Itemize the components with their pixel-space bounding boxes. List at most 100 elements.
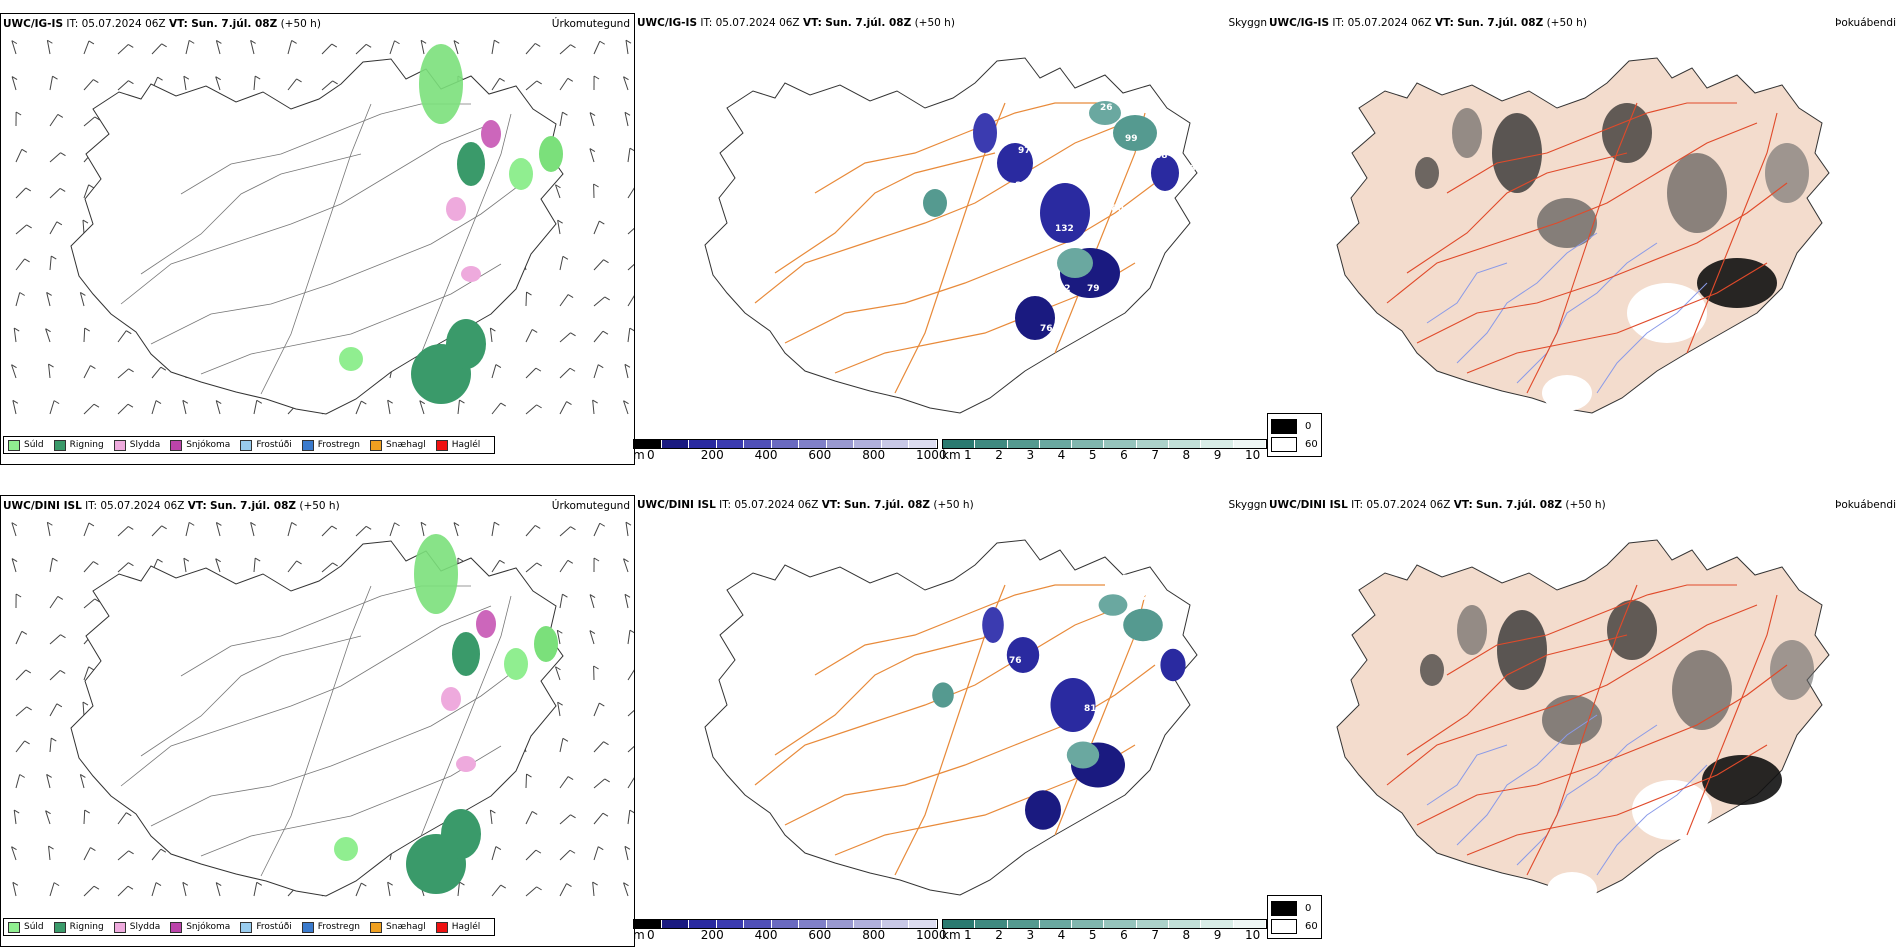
- legend-swatch: [435, 439, 448, 451]
- it-value: 05.07.2024 06Z: [81, 18, 166, 30]
- it-value: 05.07.2024 06Z: [734, 499, 819, 511]
- vt-label: VT:: [1434, 17, 1454, 29]
- cloud-base-label: 76: [1040, 324, 1053, 334]
- legend-swatch: [8, 439, 20, 451]
- fog-legend: 0 60: [1267, 413, 1322, 457]
- legend-label: Snæhagl: [386, 440, 426, 450]
- cloud-base-label: 99: [1125, 134, 1138, 144]
- colorbar-tick: 3: [1026, 448, 1035, 462]
- precip-map-top: [11, 39, 634, 415]
- cloud-base-label: 109: [1058, 665, 1077, 675]
- legend-swatch: [53, 439, 66, 451]
- cloud-base-label: 97: [1018, 146, 1031, 156]
- colorbar-tick: 9: [1213, 928, 1222, 942]
- fog-swatch-high: [1271, 436, 1297, 452]
- colorbar-strip: [633, 919, 938, 929]
- it-label: IT:: [66, 18, 79, 30]
- vt-value: Sun. 7.júl. 08Z: [191, 18, 278, 30]
- lead-time: (+50 h): [914, 17, 955, 29]
- cloud-base-label: 53: [1054, 752, 1067, 762]
- fog-map-top: [1336, 57, 1830, 414]
- colorbar-tick: 800: [862, 448, 886, 462]
- precip-legend-item: Frostúði: [240, 439, 292, 451]
- lead-time: (+50 h): [1565, 499, 1606, 511]
- precip-legend-item: Haglél: [435, 439, 480, 451]
- legend-swatch: [301, 921, 314, 933]
- legend-label: Frostregn: [317, 922, 361, 932]
- it-value: 05.07.2024 06Z: [715, 17, 800, 29]
- colorbar-strip: [942, 439, 1267, 449]
- colorbar-tick: 5: [1088, 448, 1097, 462]
- colorbar-tick: 0: [647, 928, 655, 942]
- cloud-panel-top: 26 99 68 76 87 81 180 132 97 69 118 12 79 87 104 90 76 U…: [635, 13, 1270, 465]
- precip-legend: Súld Rigning Slydda Snjókoma Frostúði Frostre…: [3, 436, 496, 454]
- legend-label: Súld: [24, 922, 44, 932]
- precip-title: Úrkomutegund: [551, 18, 630, 30]
- precip-legend-item: Snjókoma: [170, 439, 231, 451]
- colorbar-tick: 800: [862, 928, 886, 942]
- it-label: IT:: [719, 499, 732, 511]
- precip-map-bottom: [11, 521, 634, 897]
- vt-value: Sun. 7.júl. 08Z: [1457, 17, 1544, 29]
- colorbar-tick: 0: [647, 448, 655, 462]
- cloud-base-label: 90: [1185, 276, 1198, 286]
- cloud-panel-bottom: 88 202 188 104 103 76 109 81 79 53 UWC/DINI ISL I…: [635, 495, 1270, 947]
- colorbar-strip: [942, 919, 1267, 929]
- cloud-base-label: 132: [1055, 224, 1074, 234]
- legend-label: Slydda: [129, 440, 161, 450]
- precip-legend-item: Frostúði: [240, 921, 292, 933]
- lead-time: (+50 h): [280, 18, 321, 30]
- fog-panel-bottom: UWC/DINI ISL IT: 05.07.2024 06Z VT: Sun.…: [1267, 495, 1900, 947]
- cloud-base-label: 188: [1127, 593, 1146, 603]
- colorbar-tick: 200: [700, 448, 724, 462]
- cloud-title: Skyggni: [1228, 499, 1271, 511]
- cloud-base-label: 81: [1084, 704, 1097, 714]
- colorbar-tick: 400: [754, 928, 778, 942]
- legend-swatch: [301, 439, 314, 451]
- fog-legend: 0 60: [1267, 895, 1322, 939]
- model-name: UWC/DINI ISL: [637, 499, 716, 511]
- cloud-base-label: 81: [1027, 189, 1040, 199]
- colorbar-tick: 2: [995, 448, 1003, 462]
- vt-label: VT:: [168, 18, 188, 30]
- colorbar-unit: m: [633, 928, 645, 942]
- colorbar-tick: 1: [964, 448, 972, 462]
- it-value: 05.07.2024 06Z: [1366, 499, 1451, 511]
- colorbar-strip: [633, 439, 938, 449]
- cloud-base-label: 103: [957, 656, 976, 666]
- cloud-base-label: 87: [1015, 181, 1028, 191]
- colorbar-tick: 200: [700, 928, 724, 942]
- model-name: UWC/IG-IS: [3, 18, 64, 30]
- model-name: UWC/DINI ISL: [3, 500, 82, 512]
- precip-legend-item: Snjókoma: [170, 921, 230, 933]
- cloud-header-top: UWC/IG-IS IT: 05.07.2024 06Z VT: Sun. 7.…: [637, 17, 955, 29]
- it-label: IT:: [1332, 17, 1345, 29]
- cloud-base-label: 69: [993, 203, 1006, 213]
- colorbar-tick: 8: [1182, 448, 1191, 462]
- precip-legend-item: Frostregn: [301, 439, 360, 451]
- legend-swatch: [113, 921, 126, 933]
- it-value: 05.07.2024 06Z: [100, 500, 185, 512]
- visibility-colorbar-bottom: km 1 2 3 4 5 6 7 8 9 10: [942, 917, 1267, 947]
- legend-label: Rigning: [69, 922, 104, 932]
- it-label: IT:: [700, 17, 713, 29]
- colorbar-tick: 600: [808, 448, 832, 462]
- precip-legend-item: Slydda: [113, 921, 160, 933]
- fog-low-label: 0: [1305, 902, 1312, 914]
- colorbar-tick: 5: [1088, 928, 1097, 942]
- legend-label: Snjókoma: [186, 440, 231, 450]
- colorbar-unit: m: [633, 448, 645, 462]
- precip-legend-item: Súld: [8, 921, 44, 933]
- colorbar-tick: 9: [1213, 448, 1222, 462]
- fog-swatch-low: [1271, 418, 1297, 434]
- cloud-map-bottom: 88 202 188 104 103 76 109 81 79 53: [704, 539, 1198, 896]
- cloud-base-label: 76: [1009, 656, 1022, 666]
- precip-panel-top: UWC/IG-IS IT: 05.07.2024 06Z VT: Sun. 7.…: [0, 13, 635, 465]
- cloud-header-bottom: UWC/DINI ISL IT: 05.07.2024 06Z VT: Sun.…: [637, 499, 974, 511]
- legend-swatch: [370, 439, 383, 451]
- cloud-base-label: 26: [1100, 103, 1113, 113]
- vt-value: Sun. 7.júl. 08Z: [825, 17, 912, 29]
- precip-header-bottom: UWC/DINI ISL IT: 05.07.2024 06Z VT: Sun.…: [3, 500, 340, 512]
- cloud-base-colorbar-top: m 0 200 400 600 800 1000: [633, 437, 947, 467]
- fog-title: Þokuábendi: [1835, 499, 1896, 511]
